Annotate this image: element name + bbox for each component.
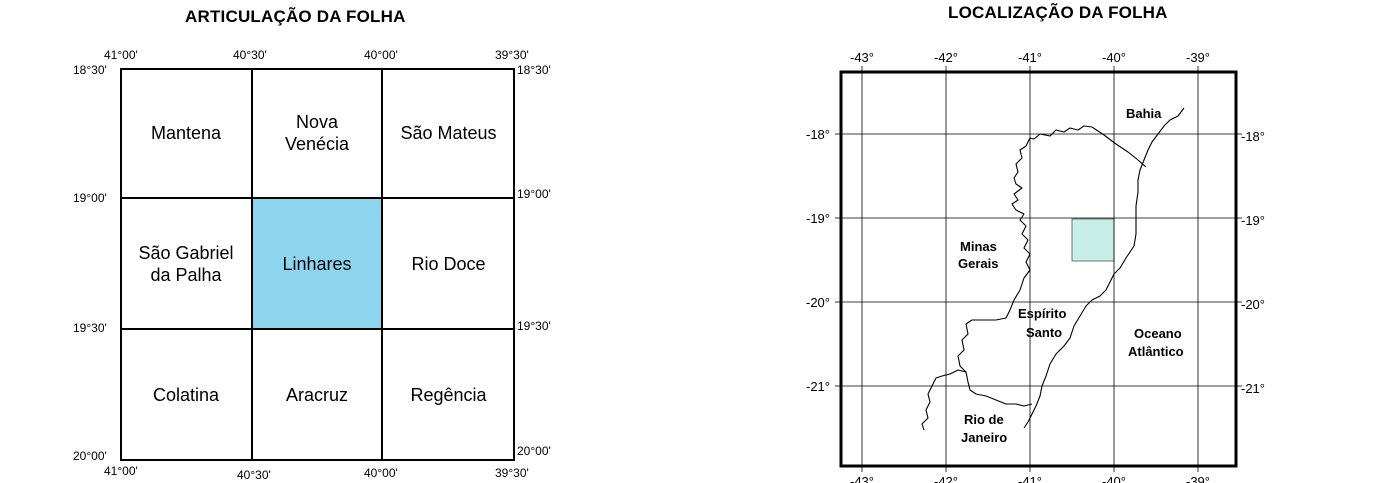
label-bahia: Bahia [1126,106,1162,121]
map-frame [839,70,1238,468]
top-longitude-label: 40°30' [233,48,267,62]
top-longitude-label: 41°00' [104,48,138,62]
map-top-longitude: -39° [1186,50,1210,65]
right-latitude-label: 19°00' [517,187,551,201]
map-right-latitude: -19° [1241,213,1265,228]
map-right-latitude: -21° [1241,381,1265,396]
map-top-longitude: -40° [1102,50,1126,65]
top-longitude-label: 40°00' [364,48,398,62]
left-latitude-label: 18°30' [73,63,107,77]
bottom-longitude-label: 40°30' [237,468,271,482]
right-latitude-label: 20°00' [517,444,551,458]
articulacao-title: ARTICULAÇÃO DA FOLHA [185,7,406,26]
right-latitude-label: 19°30' [517,319,551,333]
map-left-latitude: -19° [806,211,830,226]
map-left-latitude: -21° [806,379,830,394]
sheet-cell-linhares: Linhares [282,253,352,274]
bottom-longitude-label: 39°30' [495,466,529,480]
mg-rj-border [921,369,967,431]
label-minas: Minas [960,239,997,254]
es-rj-border [975,393,1033,407]
location-map: Bahia Minas Gerais Espírito Santo Oceano… [806,50,1265,483]
map-bottom-longitude: -42° [934,474,958,483]
label-santo: Santo [1026,325,1062,340]
sheet-cell-sao-mateus: São Mateus [400,123,497,143]
sheet-grid-lines [120,68,515,461]
map-left-latitude: -18° [806,127,830,142]
es-mg-border [957,125,1093,395]
top-longitude-label: 39°30' [495,48,529,62]
map-top-longitude: -43° [850,50,874,65]
graticule [835,66,1242,472]
map-bottom-longitude: -43° [850,474,874,483]
label-atlantico: Atlântico [1128,344,1184,359]
sheet-cell-sao-gabriel: São Gabriel da Palha [138,242,234,285]
state-borders [921,107,1185,431]
left-latitude-label: 20°00' [73,449,107,463]
location-sheet-highlight [1071,218,1115,262]
left-latitude-label: 19°00' [73,191,107,205]
map-right-latitude: -18° [1241,129,1265,144]
label-espirito: Espírito [1018,306,1066,321]
highlighted-sheet [252,198,382,329]
map-bottom-longitude: -41° [1018,474,1042,483]
bottom-longitude-label: 41°00' [104,464,138,478]
label-rio-de: Rio de [964,412,1004,427]
sheet-grid: Mantena Nova Venécia São Mateus São Gabr… [120,68,515,461]
sheet-cell-aracruz: Aracruz [285,385,348,405]
es-coast [1023,107,1185,429]
bottom-longitude-label: 40°00' [364,466,398,480]
sheet-cell-mantena: Mantena [150,123,222,143]
map-bottom-longitude: -39° [1186,474,1210,483]
map-top-longitude: -42° [934,50,958,65]
label-oceano: Oceano [1134,326,1182,341]
sheet-cell-rio-doce: Rio Doce [411,253,486,274]
sheet-cell-regencia: Regência [410,385,487,405]
map-bottom-longitude: -40° [1102,474,1126,483]
map-right-latitude: -20° [1241,297,1265,312]
sheet-cell-nova-venecia: Nova Venécia [284,112,350,154]
label-gerais: Gerais [958,256,998,271]
sheet-cell-colatina: Colatina [152,385,220,405]
label-janeiro: Janeiro [961,430,1007,445]
left-latitude-label: 19°30' [73,321,107,335]
right-latitude-label: 18°30' [517,63,551,77]
es-ba-border [1091,126,1147,168]
map-top-longitude: -41° [1018,50,1042,65]
map-left-latitude: -20° [806,295,830,310]
localizacao-title: LOCALIZAÇÃO DA FOLHA [948,3,1168,22]
